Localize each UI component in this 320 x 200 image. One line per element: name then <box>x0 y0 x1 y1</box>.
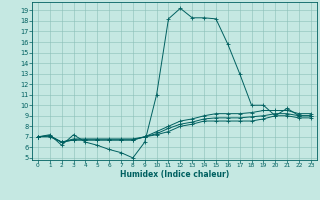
X-axis label: Humidex (Indice chaleur): Humidex (Indice chaleur) <box>120 170 229 179</box>
